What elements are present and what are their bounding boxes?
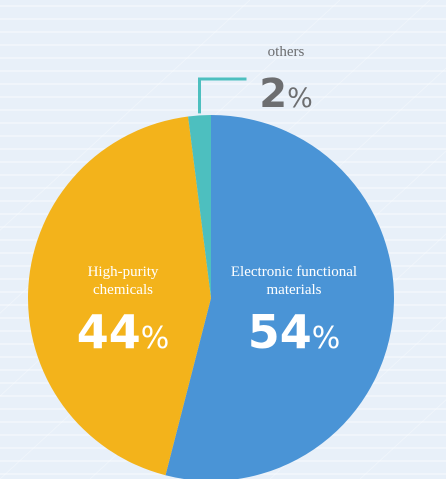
pie-slice (27, 116, 211, 476)
high-purity-chemicals-label: High-purity chemicals 44% (77, 264, 170, 359)
pie-slice (188, 115, 211, 298)
others-percent-number: 2 (259, 71, 287, 117)
electronic-materials-label: Electronic functional materials 54% (231, 264, 357, 359)
others-label: others 2% (259, 44, 313, 117)
others-percent-unit: % (287, 83, 313, 114)
high-purity-chemicals-percent-number: 44 (77, 305, 141, 359)
pie-slice (165, 115, 395, 479)
electronic-materials-name-line: materials (267, 282, 322, 298)
bg-diagonal (0, 0, 250, 479)
high-purity-chemicals-percent: 44% (77, 305, 170, 359)
electronic-materials-percent-unit: % (312, 321, 341, 356)
electronic-materials-percent: 54% (248, 305, 341, 359)
electronic-materials-percent-number: 54 (248, 305, 312, 359)
electronic-materials-name-line: Electronic functional (231, 264, 357, 280)
high-purity-chemicals-percent-unit: % (141, 321, 170, 356)
others-leader-line (198, 77, 247, 114)
high-purity-chemicals-name-line: chemicals (93, 282, 153, 298)
others-name-line: others (268, 44, 305, 60)
high-purity-chemicals-name-line: High-purity (88, 264, 159, 280)
others-percent: 2% (259, 71, 313, 117)
